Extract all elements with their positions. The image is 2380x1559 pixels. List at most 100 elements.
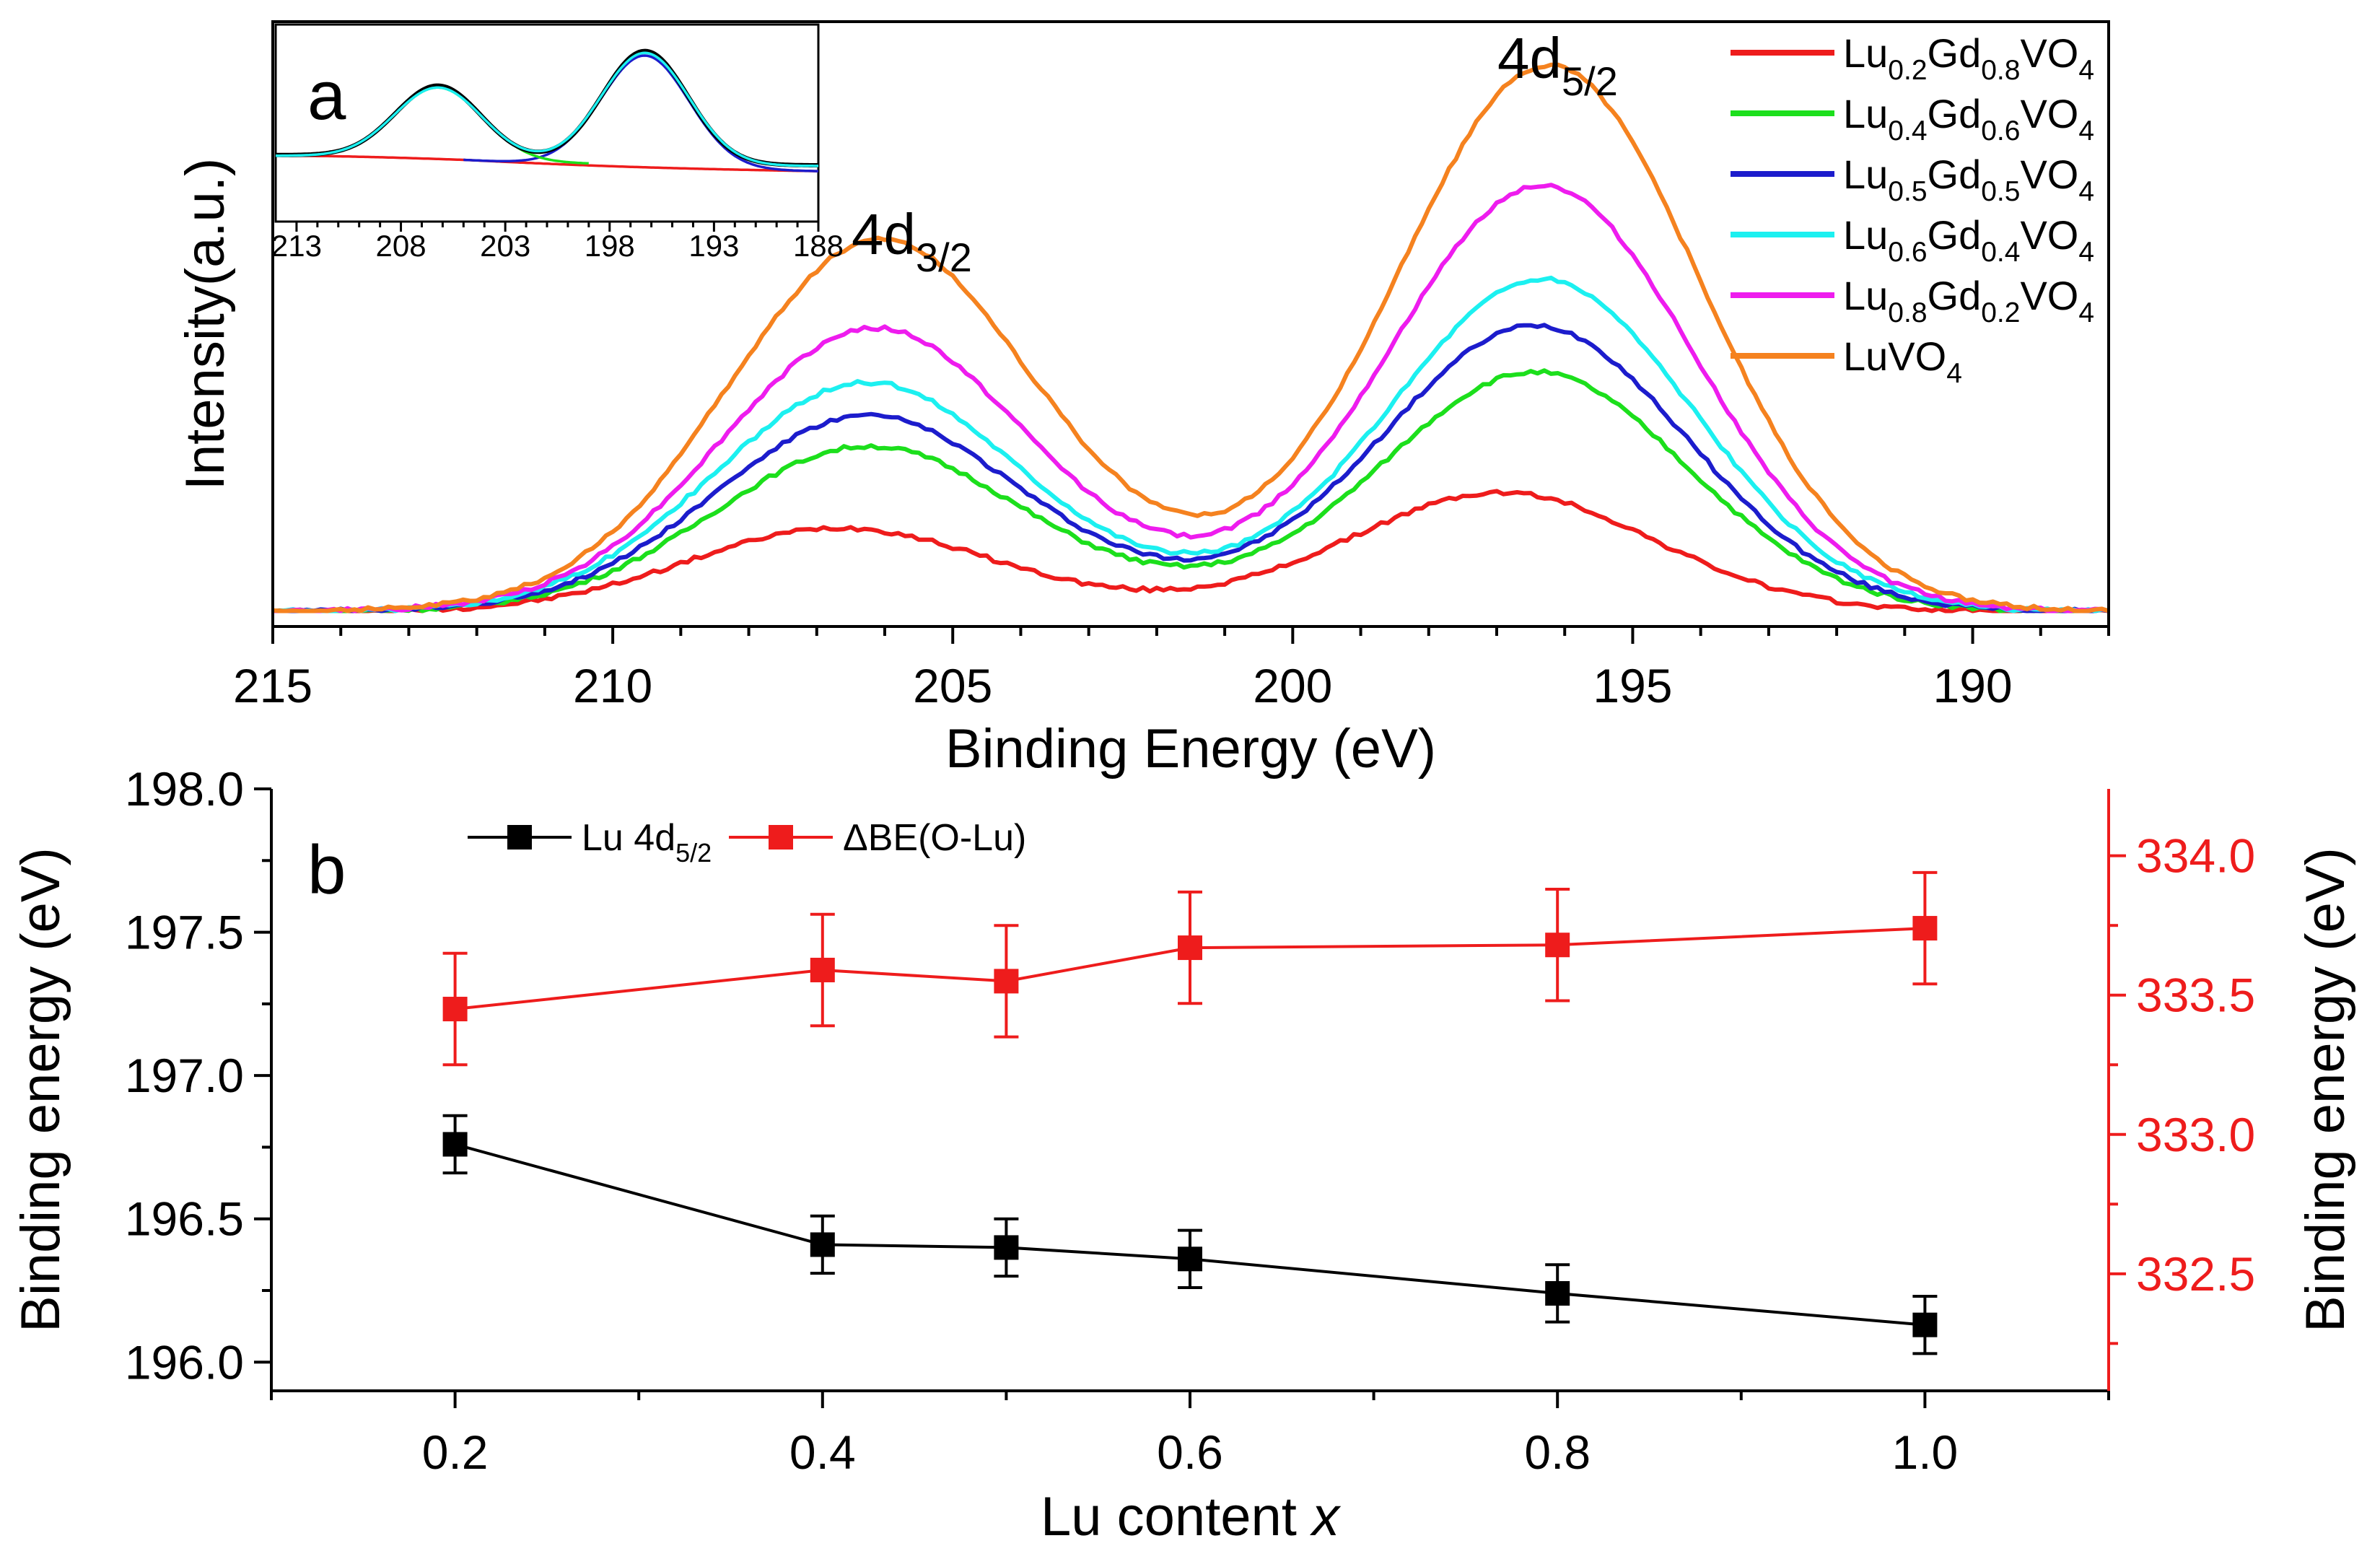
inset-tick-label-2: 203 — [480, 229, 530, 263]
annotation-4d52: 4d5/2 — [1497, 26, 1618, 104]
spectrum-line-5 — [272, 62, 2109, 613]
panel-a-inset: 213 208 203 198 193 188 a — [271, 23, 844, 263]
legend-label-0-part: Gd — [1928, 30, 1982, 76]
x-axis-title-a: Binding Energy (eV) — [945, 718, 1436, 780]
legend-label-3: Lu0.6Gd0.4VO4 — [1843, 212, 2094, 268]
legend-label-2-part: 4 — [2078, 176, 2094, 207]
y-axis-title-left: Binding energy (eV) — [10, 847, 71, 1332]
legend-label-2-part: 0.5 — [1981, 176, 2020, 207]
y-tick-label-right-3: 334.0 — [2136, 829, 2255, 883]
y-tick-label-left-2: 197.0 — [125, 1049, 244, 1102]
inset-tick-label-4: 193 — [688, 229, 739, 263]
inset-curve-component-2 — [463, 54, 818, 173]
legend-label-1-part: Lu — [1843, 91, 1888, 136]
legend-label-1-part: 0.6 — [1981, 115, 2020, 147]
data-point-0-2 — [994, 1235, 1019, 1260]
x-tick-label-3: 200 — [1253, 659, 1332, 712]
legend-label-4: Lu0.8Gd0.2VO4 — [1843, 273, 2094, 328]
y-axis-title-a: Intensity(a.u.) — [175, 158, 236, 490]
legend-label-0-part: Lu — [1843, 30, 1888, 76]
legend-label-4-part: 0.2 — [1981, 297, 2020, 328]
legend-label-b-0-part: Lu 4d — [582, 817, 675, 859]
annotation-4d32: 4d3/2 — [852, 202, 972, 280]
panel-label-a: a — [307, 57, 346, 134]
y-tick-label-left-1: 196.5 — [125, 1192, 244, 1246]
data-point-0-4 — [1545, 1280, 1570, 1306]
legend-label-5: LuVO4 — [1843, 333, 1962, 389]
legend-label-3-part: Gd — [1928, 212, 1982, 258]
data-point-0-3 — [1178, 1246, 1202, 1272]
x-tick-label-2: 205 — [913, 659, 992, 712]
data-point-0-1 — [810, 1232, 835, 1257]
legend-label-4-part: 4 — [2078, 297, 2094, 328]
panel-label-b: b — [307, 831, 346, 909]
x-axis-title-b: Lu content x — [1041, 1486, 1342, 1547]
x-tick-label-0: 215 — [233, 659, 312, 712]
legend-label-4-part: Lu — [1843, 273, 1888, 318]
spectrum-line-2 — [273, 323, 2109, 613]
legend-label-2: Lu0.5Gd0.5VO4 — [1843, 152, 2094, 207]
data-point-0-0 — [442, 1132, 468, 1157]
x-tick-label-1: 210 — [573, 659, 652, 712]
panel-b-binding-energy-plot: 0.2 0.4 0.6 0.8 1.0 Lu content x 196.0 196.5 197… — [10, 762, 2356, 1547]
x-tick-label-b-0: 0.2 — [422, 1425, 489, 1479]
y-tick-label-right-1: 333.0 — [2136, 1108, 2255, 1161]
legend-marker-b-0 — [507, 825, 532, 850]
x-tick-label-b-4: 1.0 — [1892, 1425, 1959, 1479]
legend-label-b-0-part: 5/2 — [675, 838, 712, 868]
legend-label-5-part: 4 — [1946, 358, 1962, 389]
legend-label-3-part: 0.6 — [1888, 237, 1927, 268]
legend-label-1: Lu0.4Gd0.6VO4 — [1843, 91, 2094, 147]
legend-label-1-part: Gd — [1928, 91, 1982, 136]
y-tick-label-right-0: 332.5 — [2136, 1247, 2255, 1301]
legend-label-2-part: 0.5 — [1888, 176, 1927, 207]
inset-curve-fit — [276, 51, 818, 167]
inset-tick-label-5: 188 — [793, 229, 844, 263]
y-tick-label-right-2: 333.5 — [2136, 969, 2255, 1022]
spectrum-line-1 — [272, 368, 2109, 613]
y-tick-label-left-0: 196.0 — [125, 1335, 244, 1389]
y-tick-label-left-4: 198.0 — [125, 762, 244, 816]
legend-label-b-1-part: ΔBE(O-Lu) — [843, 817, 1026, 859]
legend-label-1-part: VO — [2020, 91, 2078, 136]
legend-label-1-part: 4 — [2078, 115, 2094, 147]
plot-frame-a — [271, 20, 2110, 628]
legend-label-3-part: 0.4 — [1981, 237, 2020, 268]
legend-label-2-part: Gd — [1928, 152, 1982, 197]
annotation-4d32-part: 4d — [852, 202, 916, 266]
data-point-1-2 — [994, 969, 1019, 994]
legend-label-0: Lu0.2Gd0.8VO4 — [1843, 30, 2094, 86]
x-tick-label-b-2: 0.6 — [1157, 1425, 1223, 1479]
legend-label-4-part: VO — [2020, 273, 2078, 318]
legend-label-5-part: LuVO — [1843, 333, 1946, 379]
legend-label-1-part: 0.4 — [1888, 115, 1927, 147]
spectrum-line-4 — [273, 183, 2109, 613]
x-tick-label-b-3: 0.8 — [1524, 1425, 1591, 1479]
inset-tick-label-1: 208 — [375, 229, 426, 263]
legend-label-2-part: VO — [2020, 152, 2078, 197]
spectrum-line-3 — [272, 275, 2109, 613]
legend-label-0-part: VO — [2020, 30, 2078, 76]
legend-label-0-part: 4 — [2078, 55, 2094, 86]
data-point-1-3 — [1178, 935, 1202, 961]
legend-label-3-part: VO — [2020, 212, 2078, 258]
series-line-0 — [455, 1143, 1925, 1327]
x-axis-title-b-part: Lu content — [1041, 1486, 1312, 1547]
legend-label-3-part: 4 — [2078, 237, 2094, 268]
legend-label-3-part: Lu — [1843, 212, 1888, 258]
x-tick-label-4: 195 — [1593, 659, 1672, 712]
annotation-4d52-part: 4d — [1497, 26, 1562, 90]
data-point-1-5 — [1912, 916, 1938, 941]
annotation-4d52-part: 5/2 — [1562, 58, 1618, 104]
x-axis-title-b-part: x — [1309, 1486, 1342, 1547]
legend-marker-b-1 — [769, 825, 793, 850]
spectrum-line-0 — [272, 489, 2109, 613]
legend-label-2-part: Lu — [1843, 152, 1888, 197]
inset-tick-label-3: 198 — [585, 229, 635, 263]
inset-tick-label-0: 213 — [271, 229, 322, 263]
panel-a-spectrum: 215 210 205 200 195 190 Binding Energy (eV) Int… — [175, 20, 2110, 780]
inset-curve-baseline — [276, 154, 819, 173]
legend-label-0-part: 0.8 — [1981, 55, 2020, 86]
x-tick-label-5: 190 — [1933, 659, 2012, 712]
